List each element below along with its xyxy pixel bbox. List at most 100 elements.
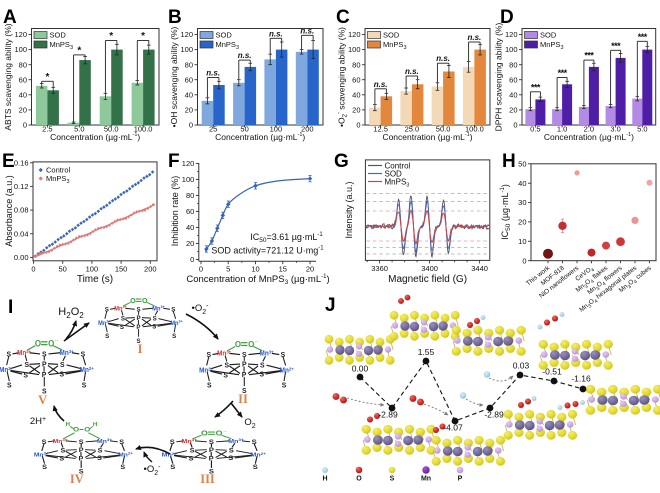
svg-text:0.04: 0.04 — [14, 229, 29, 238]
svg-text:S: S — [42, 439, 47, 445]
svg-text:100.0: 100.0 — [465, 125, 484, 134]
svg-text:0.12: 0.12 — [14, 182, 29, 191]
svg-text:Mn2+: Mn2+ — [98, 319, 111, 327]
svg-text:80: 80 — [19, 60, 27, 69]
svg-text:S: S — [121, 315, 125, 322]
svg-text:-0.51: -0.51 — [542, 367, 562, 377]
svg-text:0: 0 — [522, 256, 526, 265]
svg-text:60: 60 — [352, 75, 360, 84]
svg-text:0: 0 — [31, 264, 35, 273]
svg-text:S: S — [281, 351, 286, 359]
svg-text:S: S — [42, 349, 47, 358]
svg-text:Mn3+: Mn3+ — [53, 437, 68, 444]
svg-text:P: P — [209, 456, 214, 462]
svg-text:3360: 3360 — [371, 264, 388, 273]
svg-text:Mn3+: Mn3+ — [182, 437, 198, 444]
svg-text:Concentration (µg·mL-1): Concentration (µg·mL-1) — [50, 132, 140, 142]
svg-text:S: S — [252, 440, 257, 446]
svg-text:20: 20 — [352, 106, 360, 115]
svg-text:5: 5 — [226, 265, 230, 274]
svg-text:S: S — [242, 387, 247, 395]
svg-text:S: S — [206, 351, 211, 359]
svg-text:*: * — [141, 31, 145, 42]
svg-text:S: S — [223, 371, 228, 379]
svg-text:J: J — [325, 295, 336, 316]
svg-text:F: F — [168, 151, 180, 172]
svg-text:120: 120 — [505, 30, 518, 39]
svg-text:3440: 3440 — [471, 264, 488, 273]
svg-text:O: O — [84, 425, 90, 433]
svg-text:O: O — [356, 476, 362, 483]
svg-text:S: S — [105, 333, 109, 340]
svg-text:0.16: 0.16 — [14, 158, 29, 167]
svg-text:V: V — [38, 393, 47, 407]
svg-text:5.0: 5.0 — [74, 125, 84, 134]
svg-text:50.0: 50.0 — [436, 125, 451, 134]
svg-text:S: S — [224, 361, 229, 369]
svg-text:1.0: 1.0 — [557, 125, 567, 134]
svg-text:O: O — [48, 338, 55, 349]
svg-text:25: 25 — [209, 125, 217, 134]
svg-text:S: S — [253, 464, 258, 470]
svg-text:C: C — [336, 7, 350, 28]
svg-text:Mn2+: Mn2+ — [251, 451, 267, 458]
svg-text:MnPS3: MnPS3 — [216, 40, 240, 51]
svg-text:0: 0 — [199, 265, 203, 274]
svg-text:I: I — [8, 297, 13, 318]
svg-text:H: H — [322, 476, 327, 483]
svg-text:O: O — [142, 296, 148, 305]
svg-text:120: 120 — [348, 30, 361, 39]
svg-text:1.55: 1.55 — [418, 347, 435, 357]
svg-text:Mn3+: Mn3+ — [260, 349, 274, 358]
svg-text:120: 120 — [180, 30, 193, 39]
svg-text:20: 20 — [185, 106, 193, 115]
svg-text:40: 40 — [352, 90, 360, 99]
svg-text:50: 50 — [59, 264, 67, 273]
svg-text:-1.16: -1.16 — [571, 374, 591, 384]
svg-text:Concentration of MnPS3 (µg·mL-: Concentration of MnPS3 (µg·mL-1) — [186, 274, 329, 286]
svg-text:O: O — [248, 339, 255, 349]
svg-text:***: *** — [558, 68, 568, 78]
svg-text:50: 50 — [518, 159, 526, 168]
svg-text:Mn: Mn — [421, 476, 431, 483]
svg-text:*: * — [77, 45, 81, 56]
svg-text:·-: ·- — [255, 340, 259, 345]
svg-text:S: S — [42, 464, 47, 470]
svg-text:0.5: 0.5 — [530, 125, 540, 134]
svg-text:S: S — [188, 456, 193, 462]
svg-text:S: S — [42, 386, 47, 395]
svg-text:80: 80 — [509, 60, 517, 69]
svg-text:0.08: 0.08 — [14, 206, 29, 215]
svg-text:100: 100 — [14, 45, 27, 54]
svg-text:•OH scavenging ability (%): •OH scavenging ability (%) — [169, 26, 179, 127]
svg-text:S: S — [209, 440, 214, 446]
svg-text:S: S — [242, 351, 247, 359]
svg-text:IV: IV — [70, 472, 84, 486]
svg-text:S: S — [153, 315, 157, 322]
svg-text:O: O — [73, 425, 79, 433]
svg-text:S: S — [170, 440, 175, 446]
svg-text:2H+: 2H+ — [30, 416, 46, 427]
svg-text:***: *** — [638, 32, 648, 42]
svg-text:40: 40 — [19, 90, 27, 99]
svg-text:S: S — [120, 324, 124, 331]
svg-text:H: H — [502, 151, 516, 172]
svg-text:H2O2: H2O2 — [58, 306, 84, 320]
svg-text:Control: Control — [46, 166, 71, 175]
svg-text:MnPS3: MnPS3 — [46, 174, 70, 185]
svg-text:P: P — [458, 476, 463, 483]
svg-text:P: P — [137, 315, 141, 322]
svg-text:20: 20 — [186, 239, 194, 248]
svg-text:S: S — [6, 349, 11, 358]
svg-text:S: S — [105, 306, 109, 313]
svg-text:Absorbance (a.u.): Absorbance (a.u.) — [4, 175, 14, 247]
svg-text:S: S — [171, 306, 175, 313]
svg-text:40: 40 — [518, 179, 526, 188]
svg-text:-4.07: -4.07 — [443, 423, 463, 433]
svg-text:40: 40 — [186, 223, 194, 232]
svg-text:IC50=3.61 µg·mL-1: IC50=3.61 µg·mL-1 — [250, 232, 323, 244]
svg-text:P: P — [136, 324, 140, 331]
svg-text:Mn2+: Mn2+ — [280, 366, 294, 375]
svg-text:Concentration (µg·mL-1): Concentration (µg·mL-1) — [544, 132, 634, 142]
svg-text:S: S — [137, 338, 141, 345]
